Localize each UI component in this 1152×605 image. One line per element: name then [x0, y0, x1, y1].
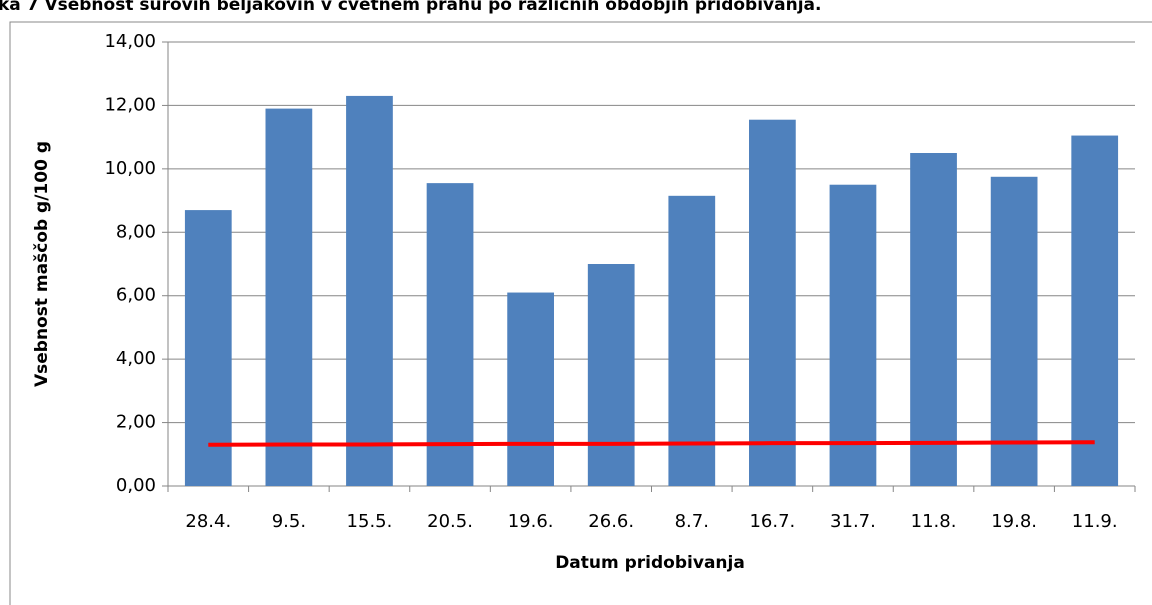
bar	[829, 184, 877, 486]
x-tick-label: 31.7.	[830, 511, 876, 532]
bar	[910, 153, 957, 486]
chart-title: ka 7 Vsebnost surovih beljakovin v cvetn…	[0, 0, 821, 15]
x-tick-label: 19.8.	[991, 511, 1037, 532]
bar	[184, 210, 232, 487]
bar	[426, 183, 474, 486]
bar	[990, 176, 1038, 487]
y-tick-label: 2,00	[116, 412, 156, 433]
x-tick-label: 28.4.	[185, 511, 231, 532]
line	[208, 440, 1095, 447]
x-tick-label: 8.7.	[675, 511, 709, 532]
bar	[1071, 135, 1119, 487]
y-tick-label: 0,00	[116, 475, 156, 496]
x-tick-label: 15.5.	[347, 511, 393, 532]
y-tick-label: 8,00	[116, 221, 156, 242]
y-tick-label: 10,00	[104, 158, 156, 179]
bar	[587, 264, 635, 486]
bar	[749, 119, 796, 486]
y-axis-title: Vsebnost maščob g/100 g	[32, 141, 52, 387]
bar	[265, 108, 313, 486]
x-tick-label: 11.8.	[911, 511, 957, 532]
x-tick-label: 19.6.	[508, 511, 554, 532]
bar	[507, 292, 554, 486]
x-axis-title: Datum pridobivanja	[555, 553, 745, 573]
x-tick-label: 9.5.	[272, 511, 306, 532]
bar	[668, 195, 716, 487]
y-tick-label: 6,00	[116, 285, 156, 306]
x-tick-label: 26.6.	[588, 511, 634, 532]
x-tick-label: 16.7.	[749, 511, 795, 532]
y-tick-label: 14,00	[104, 31, 156, 52]
x-tick-label: 20.5.	[427, 511, 473, 532]
y-tick-label: 12,00	[104, 94, 156, 115]
y-tick-label: 4,00	[116, 348, 156, 369]
x-tick-label: 11.9.	[1072, 511, 1118, 532]
chart-border	[9, 21, 1152, 605]
bar	[346, 95, 393, 487]
